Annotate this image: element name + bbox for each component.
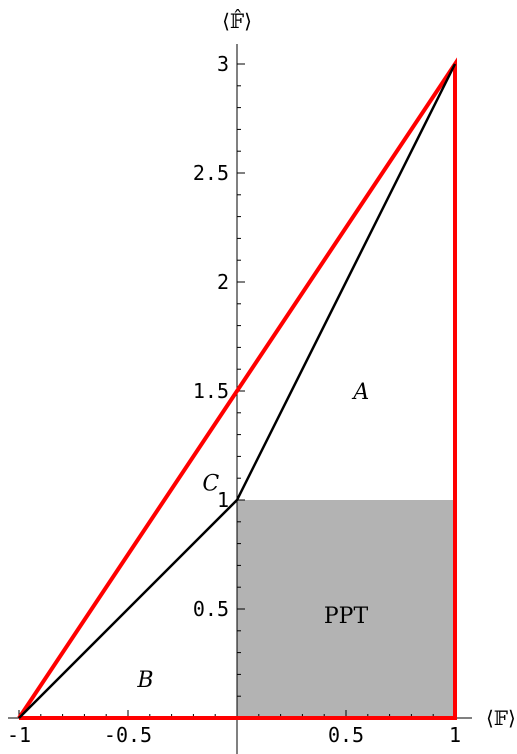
ppt-shaded-region	[237, 500, 455, 718]
axes: -1 -0.5 0.5 1 0.5 1 1.5 2 2.5 3 ⟨𝔽⟩ ⟨𝔽̂⟩	[7, 7, 516, 754]
x-tick-label: -0.5	[104, 723, 152, 747]
y-tick-label: 0.5	[193, 597, 229, 621]
y-tick-label: 2.5	[193, 161, 229, 185]
labels-layer: A B C PPT	[136, 380, 369, 693]
region-label-b: B	[136, 668, 153, 693]
x-tick-label: -1	[7, 723, 31, 747]
y-tick-label: 2	[217, 270, 229, 294]
series-layer	[17, 57, 457, 720]
x-axis-label: ⟨𝔽⟩	[486, 706, 516, 730]
region-label-a: A	[351, 380, 369, 405]
red-boundary-line	[17, 57, 457, 720]
y-tick-label: 1.5	[193, 379, 229, 403]
black-boundary-line	[18, 63, 457, 719]
ppt-label: PPT	[324, 604, 369, 629]
x-tick-label: 0.5	[328, 723, 364, 747]
y-tick-label: 3	[217, 52, 229, 76]
y-axis-label: ⟨𝔽̂⟩	[222, 7, 252, 33]
y-tick-label: 1	[217, 488, 229, 512]
region-label-c: C	[202, 472, 219, 497]
x-tick-label: 1	[449, 723, 461, 747]
